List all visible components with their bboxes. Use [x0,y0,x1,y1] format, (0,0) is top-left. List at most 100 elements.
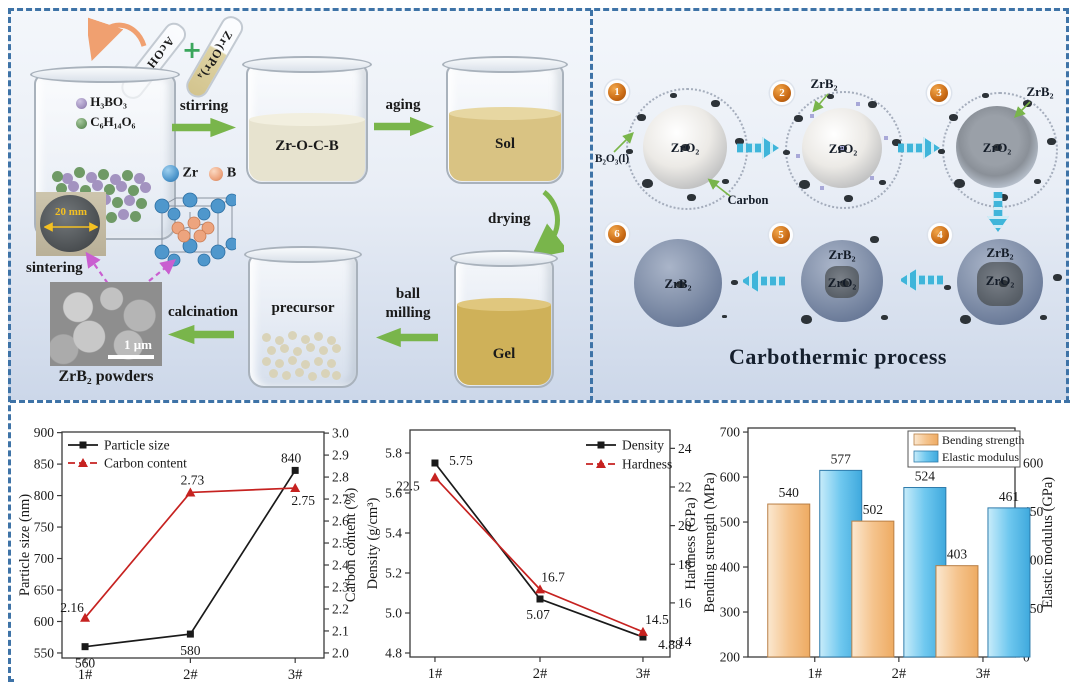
svg-text:2#: 2# [892,666,907,682]
sol-liquid [449,106,561,181]
svg-text:14.5: 14.5 [645,612,669,627]
zrb2-pointer-arrow-step2-icon [812,93,829,112]
sem-caption: ZrB₂ powders [58,368,154,385]
h3bo3-label: H₃BO₃ [90,94,127,109]
beaker-rim [30,66,180,83]
svg-text:2.2: 2.2 [332,601,349,616]
svg-text:2.5: 2.5 [332,536,349,551]
zro2-label: ZrO₂ [828,141,858,156]
precursor-beaker: precursor [244,246,362,388]
svg-text:600: 600 [34,614,55,629]
zrb2-pointer-arrow-step3-icon [1014,101,1031,118]
svg-text:600: 600 [1023,455,1044,470]
diameter-double-arrow-icon [44,222,98,232]
svg-text:Hardness: Hardness [622,457,672,472]
svg-text:2.3: 2.3 [332,579,349,594]
svg-text:403: 403 [947,547,968,562]
svg-text:800: 800 [34,488,55,503]
carbon-particles-step6 [676,281,685,288]
reagent2-row: C₆H₁₄O₆ [76,114,135,130]
svg-text:461: 461 [999,489,1019,504]
svg-text:3#: 3# [288,667,303,683]
zrb2-label-step3: ZrB₂ [1026,84,1054,99]
svg-text:Particle size: Particle size [104,438,170,453]
carbon-pointer-arrow-icon [707,178,731,197]
svg-text:577: 577 [831,451,852,466]
svg-text:2.8: 2.8 [332,470,349,485]
drying-curved-arrow-icon [534,190,564,256]
beaker-glass [248,254,358,388]
svg-text:900: 900 [34,425,55,440]
mixture-particles [52,171,63,182]
svg-text:500: 500 [720,515,741,530]
carbothermic-process-title: Carbothermic process [729,344,947,369]
svg-text:22.5: 22.5 [396,478,420,493]
zrocb-label: Zr-O-C-B [275,138,339,155]
calcination-label: calcination [168,304,238,320]
b2o3-pointer-arrow-icon [613,132,634,153]
zr-legend-label: Zr [182,165,198,181]
panel-divider-horizontal [10,400,1070,403]
svg-text:3.0: 3.0 [332,426,349,441]
svg-text:2#: 2# [183,667,198,683]
beaker-rim [242,56,372,73]
reagent1-row: H₃BO₃ [76,94,127,110]
zrb2-label-step6: ZrB₂ [664,276,692,291]
svg-text:16: 16 [678,595,692,610]
svg-text:18: 18 [678,557,692,572]
svg-text:2.73: 2.73 [181,472,205,487]
svg-text:2.7: 2.7 [332,492,349,507]
svg-text:2#: 2# [533,666,548,682]
svg-text:580: 580 [180,643,201,658]
zrb2-label-step4: ZrB₂ [986,245,1014,260]
svg-text:750: 750 [34,520,55,535]
mixture-beaker: H₃BO₃ C₆H₁₄O₆ [30,66,180,240]
sintered-disc-photo: 20 mm [36,192,106,256]
density-hardness-chart: 4.8 5.0 5.2 5.4 5.6 5.8 14 16 18 20 22 24 1# 2# 3# Dens… [360,405,704,696]
svg-text:20: 20 [678,518,692,533]
zro2-label: ZrO₂ [982,140,1012,155]
svg-text:Density (g/cm³): Density (g/cm³) [365,497,381,589]
svg-text:Hardness (GPa): Hardness (GPa) [683,497,699,589]
beaker-rim [442,56,568,73]
svg-text:560: 560 [75,656,96,671]
svg-text:502: 502 [863,502,883,517]
svg-text:5.6: 5.6 [385,486,402,501]
svg-text:Carbon content: Carbon content [104,456,187,471]
b-sphere-icon [209,166,224,181]
svg-text:2.16: 2.16 [60,600,84,615]
svg-text:700: 700 [720,425,741,440]
gel-beaker: Gel [450,250,558,388]
carbon-label: Carbon [727,193,769,207]
svg-text:Carbon content (%): Carbon content (%) [343,488,359,603]
step-badge-2: 2 [773,84,791,102]
svg-text:2.9: 2.9 [332,448,349,463]
zrb2-label-step5: ZrB₂ [828,247,856,262]
svg-text:700: 700 [34,551,55,566]
svg-text:4.8: 4.8 [385,646,402,661]
drying-label: drying [488,211,531,227]
beaker-rim [244,246,362,263]
ball-milling-label-1: ball [395,286,421,302]
zr-b-legend: Zr B [162,165,236,182]
step-badge-1: 1 [608,83,626,101]
step-badge-6: 6 [608,225,626,243]
b-legend-label: B [226,165,237,181]
svg-text:2.75: 2.75 [291,493,315,508]
svg-text:2.0: 2.0 [332,645,349,660]
svg-text:5.0: 5.0 [385,606,402,621]
c6h14o6-label: C₆H₁₄O₆ [90,114,136,129]
pour-curved-arrow-icon [88,16,147,61]
svg-text:550: 550 [34,645,55,660]
carbon-particles-step4 [999,280,1008,287]
b2o3-label: B₂O₃(l) [594,153,630,165]
step-badge-4: 4 [931,226,949,244]
zr-sphere-icon [162,165,179,182]
svg-text:5.2: 5.2 [385,566,402,581]
zro2-core-label-step5: ZrO₂ [827,275,857,290]
plus-sign: + [182,36,203,64]
svg-text:24: 24 [678,441,692,456]
svg-text:Bending strength: Bending strength [942,433,1024,447]
gel-label: Gel [492,346,516,363]
zrocb-liquid [249,112,365,181]
